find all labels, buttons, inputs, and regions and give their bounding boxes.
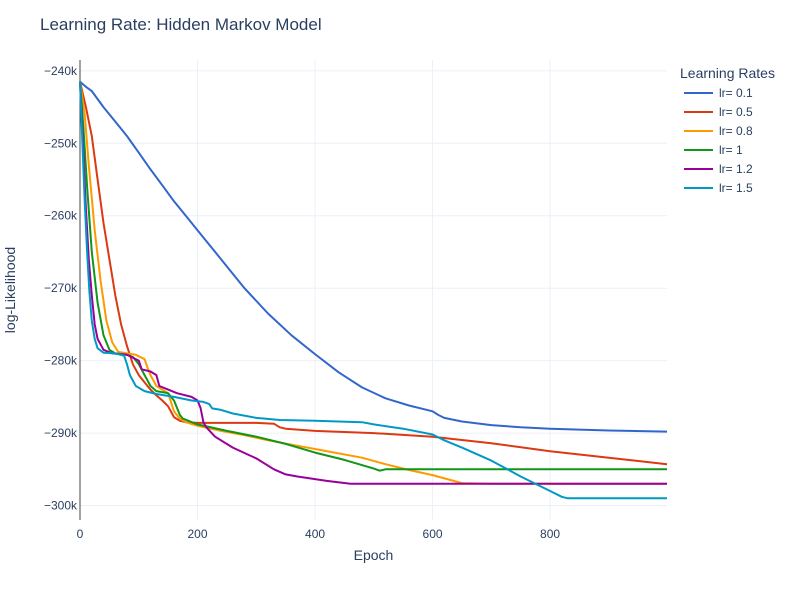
y-tick-label: −260k: [44, 209, 78, 223]
legend-item: lr= 1.5: [684, 181, 753, 195]
x-tick-label: 400: [305, 527, 325, 541]
y-tick-label: −240k: [44, 64, 78, 78]
series-line-0: [79, 80, 668, 433]
y-tick-label: −300k: [44, 499, 78, 513]
x-axis-title: Epoch: [354, 547, 394, 563]
legend-item: lr= 1: [684, 143, 743, 157]
x-tick-label: 800: [540, 527, 560, 541]
legend-label: lr= 1.5: [719, 181, 753, 195]
series-line-3: [79, 81, 667, 472]
legend-label: lr= 1.2: [719, 162, 753, 176]
legend-item: lr= 1.2: [684, 162, 753, 176]
tick-labels: 0 200 400 600 800 −240k −250k −260k −270k −280k −2…: [44, 64, 560, 541]
y-tick-label: −270k: [44, 281, 78, 295]
legend-item: lr= 0.5: [684, 105, 753, 119]
y-tick-label: −290k: [44, 426, 78, 440]
x-tick-label: 0: [77, 527, 84, 541]
legend-label: lr= 0.1: [719, 86, 753, 100]
legend: Learning Rates lr= 0.1 lr= 0.5 lr= 0.8 lr= 1…: [680, 65, 775, 195]
gridlines: [79, 60, 667, 520]
legend-label: lr= 0.8: [719, 124, 753, 138]
y-tick-label: −250k: [44, 136, 78, 150]
x-tick-label: 600: [423, 527, 443, 541]
legend-label: lr= 0.5: [719, 105, 753, 119]
legend-title: Learning Rates: [680, 65, 775, 81]
y-tick-label: −280k: [44, 354, 78, 368]
series-line-1: [79, 81, 668, 466]
plot-area: [80, 60, 667, 520]
chart-title: Learning Rate: Hidden Markov Model: [40, 15, 322, 34]
x-tick-label: 200: [188, 527, 208, 541]
legend-label: lr= 1: [719, 143, 743, 157]
y-axis-title: log-Likelihood: [2, 247, 18, 333]
series-line-4: [79, 81, 667, 485]
series-lines: [79, 80, 668, 500]
series-line-2: [79, 81, 667, 485]
legend-item: lr= 0.1: [684, 86, 753, 100]
legend-item: lr= 0.8: [684, 124, 753, 138]
series-line-5: [79, 81, 667, 500]
